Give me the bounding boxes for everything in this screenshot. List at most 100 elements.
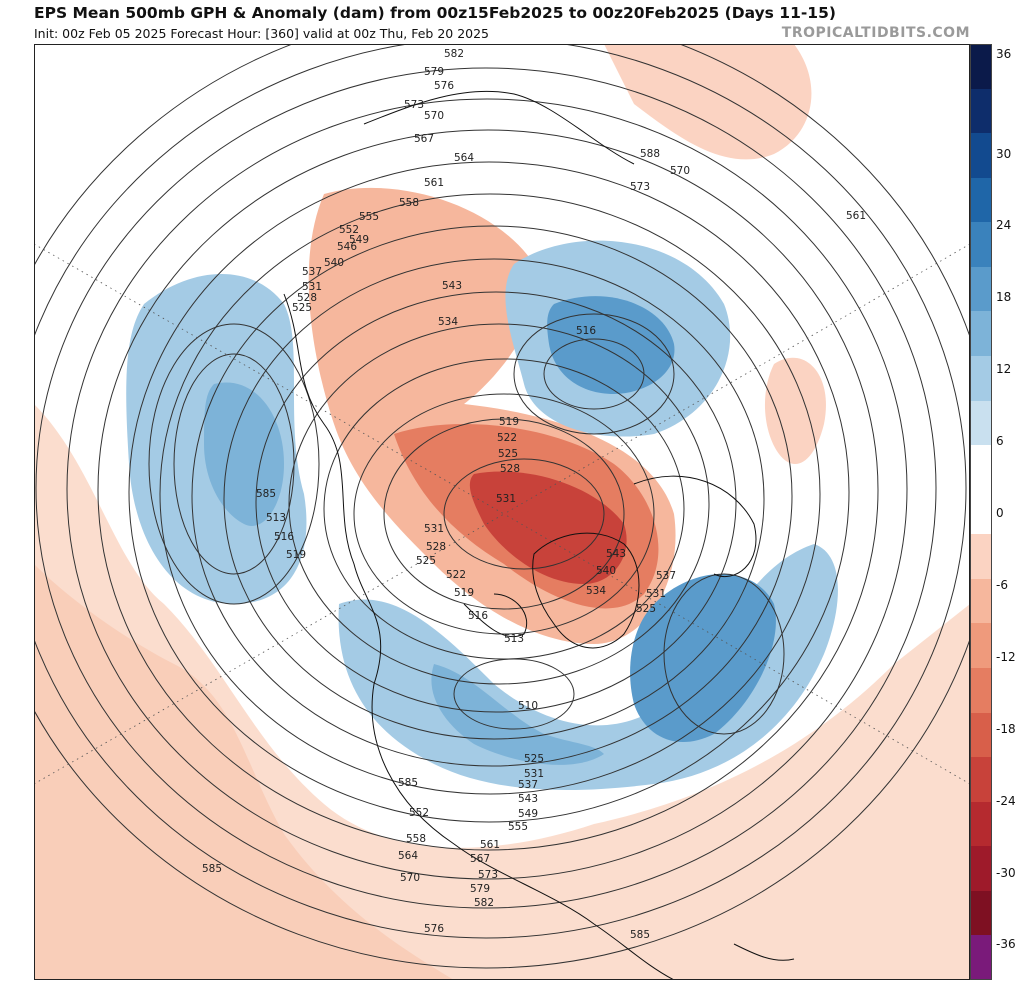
contour-label: 582	[474, 897, 494, 909]
colorbar-swatch	[970, 623, 992, 669]
colorbar-swatch	[970, 668, 992, 714]
contour-label: 534	[586, 585, 606, 597]
contour-label: 528	[297, 292, 317, 304]
graticule	[34, 243, 970, 785]
colorbar-border	[970, 44, 992, 980]
contour-label: 528	[426, 541, 446, 553]
contour-label: 549	[349, 234, 369, 246]
contour-label: 543	[442, 280, 462, 292]
colorbar-swatch	[970, 489, 992, 535]
contour-label: 588	[640, 148, 660, 160]
contour-label: 522	[497, 432, 517, 444]
contour-label: 510	[518, 700, 538, 712]
contour-label: 567	[470, 853, 490, 865]
contour-label: 585	[630, 929, 650, 941]
contour-label: 516	[274, 531, 294, 543]
colorbar-swatch	[970, 356, 992, 402]
map-frame	[34, 44, 970, 980]
contour-label: 561	[846, 210, 866, 222]
contour-label: 585	[398, 777, 418, 789]
colorbar-swatch	[970, 445, 992, 491]
colorbar-swatch	[970, 400, 992, 446]
contour-label: 585	[202, 863, 222, 875]
anomaly-shading	[34, 44, 970, 980]
contour-label: 579	[424, 66, 444, 78]
contour-label: 534	[438, 316, 458, 328]
colorbar-swatch	[970, 44, 992, 90]
contour-label: 582	[444, 48, 464, 60]
contour-label: 552	[339, 224, 359, 236]
contour-label: 564	[454, 152, 474, 164]
colorbar-swatch	[970, 712, 992, 758]
colorbar-tick-label: 24	[996, 218, 1012, 232]
contour-label: 519	[499, 416, 519, 428]
contour-label: 570	[424, 110, 444, 122]
contour-label: 519	[454, 587, 474, 599]
colorbar-swatch	[970, 757, 992, 803]
contour-label: 579	[470, 883, 490, 895]
coastlines	[283, 90, 795, 980]
colorbar-swatch	[970, 846, 992, 892]
contour-label: 576	[434, 80, 454, 92]
colorbar-swatch	[970, 801, 992, 847]
colorbar-swatch	[970, 311, 992, 357]
contour-label: 543	[518, 793, 538, 805]
contour-label: 519	[286, 549, 306, 561]
contour-label: 570	[670, 165, 690, 177]
contour-label: 570	[400, 872, 420, 884]
contour-label: 573	[404, 99, 424, 111]
contour-label: 531	[496, 493, 516, 505]
colorbar-swatch	[970, 266, 992, 312]
colorbar-tick-label: -30	[996, 866, 1016, 880]
contour-label: 531	[424, 523, 444, 535]
forecast-map: 5825795765735705675645615585555525495465…	[34, 44, 970, 980]
contour-label: 537	[518, 779, 538, 791]
contour-label: 567	[414, 133, 434, 145]
colorbar-swatch	[970, 88, 992, 134]
colorbar-tick-label: 36	[996, 47, 1012, 61]
contour-label: 564	[398, 850, 418, 862]
contour-label: 525	[636, 603, 656, 615]
contour-label: 573	[478, 869, 498, 881]
contour-label: 516	[468, 610, 488, 622]
height-contours	[34, 44, 970, 969]
contour-label: 576	[424, 923, 444, 935]
contour-label: 558	[399, 197, 419, 209]
contour-label: 585	[256, 488, 276, 500]
contour-labels: 5825795765735705675645615585555525495465…	[202, 48, 866, 941]
colorbar-swatch	[970, 133, 992, 179]
contour-label: 552	[409, 807, 429, 819]
colorbar-tick-label: 0	[996, 506, 1004, 520]
contour-label: 513	[504, 633, 524, 645]
colorbar-swatch	[970, 222, 992, 268]
colorbar-swatch	[970, 177, 992, 223]
map-subtitle: Init: 00z Feb 05 2025 Forecast Hour: [36…	[34, 26, 490, 41]
colorbar-tick-label: 12	[996, 362, 1012, 376]
colorbar-swatch	[970, 578, 992, 624]
colorbar-swatch	[970, 534, 992, 580]
contour-label: 555	[359, 211, 379, 223]
colorbar-tick-label: -24	[996, 794, 1016, 808]
contour-label: 531	[646, 588, 666, 600]
contour-label: 525	[524, 753, 544, 765]
colorbar-tick-label: -12	[996, 650, 1016, 664]
contour-label: 522	[446, 569, 466, 581]
contour-label: 543	[606, 548, 626, 560]
colorbar-tick-label: 30	[996, 147, 1012, 161]
contour-label: 561	[480, 839, 500, 851]
contour-label: 531	[302, 281, 322, 293]
colorbar-tick-label: -36	[996, 937, 1016, 951]
map-title: EPS Mean 500mb GPH & Anomaly (dam) from …	[34, 4, 836, 22]
colorbar	[970, 44, 992, 981]
contour-label: 555	[508, 821, 528, 833]
contour-label: 573	[630, 181, 650, 193]
contour-label: 531	[524, 768, 544, 780]
contour-label: 516	[576, 325, 596, 337]
colorbar-tick-label: -6	[996, 578, 1008, 592]
contour-label: 525	[416, 555, 436, 567]
contour-label: 558	[406, 833, 426, 845]
contour-label: 546	[337, 241, 357, 253]
contour-label: 525	[498, 448, 518, 460]
contour-label: 561	[424, 177, 444, 189]
colorbar-swatch	[970, 890, 992, 936]
